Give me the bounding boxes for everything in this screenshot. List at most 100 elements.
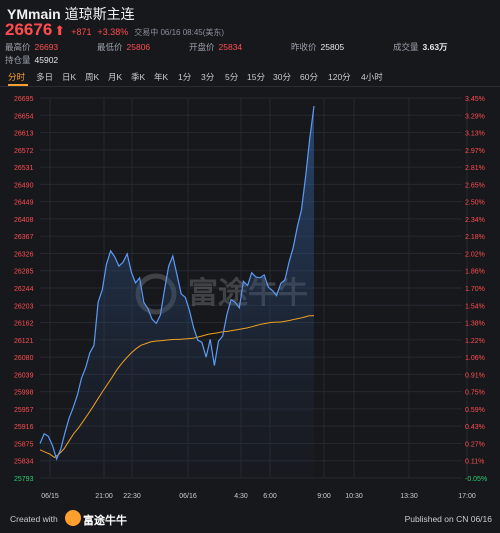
price-axis: 26695 26654 26613 26572 26531 26490 26449 26408… bbox=[14, 96, 34, 483]
x-tick-label: 06/15 bbox=[41, 493, 59, 500]
trading-status: 交易中 06/16 08:45(美东) bbox=[134, 28, 225, 37]
instrument-name: 道琼斯主连 bbox=[64, 6, 135, 22]
tab-weekly-k[interactable]: 周K bbox=[85, 72, 100, 82]
tab-4hour[interactable]: 4小时 bbox=[361, 72, 383, 82]
y-tick-label: 26367 bbox=[14, 234, 34, 241]
tab-1min[interactable]: 1分 bbox=[178, 72, 192, 82]
pct-tick-label: 2.18% bbox=[465, 234, 485, 241]
stat-value: 25806 bbox=[126, 42, 151, 52]
y-tick-label: 26613 bbox=[14, 131, 34, 138]
tab-daily-k[interactable]: 日K bbox=[62, 72, 77, 82]
percent-axis: 3.45% 3.29% 3.13% 2.97% 2.81% 2.65% 2.50% 2.34%… bbox=[465, 96, 487, 483]
tab-intraday[interactable]: 分时 bbox=[8, 72, 26, 82]
pct-tick-label: 1.70% bbox=[465, 286, 485, 293]
footer: Created with 富途牛牛 Published on CN 06/16 bbox=[0, 500, 500, 533]
published-label: Published on CN 06/16 bbox=[404, 514, 492, 524]
tab-120min[interactable]: 120分 bbox=[328, 72, 351, 82]
tab-yearly-k[interactable]: 年K bbox=[154, 72, 169, 82]
pct-tick-label: 0.59% bbox=[465, 407, 485, 414]
pct-tick-label: 0.75% bbox=[465, 390, 485, 397]
price-area bbox=[40, 106, 314, 478]
tab-60min[interactable]: 60分 bbox=[300, 72, 318, 82]
y-tick-label: 26490 bbox=[14, 182, 34, 189]
pct-tick-label: 1.54% bbox=[465, 303, 485, 310]
pct-tick-label: 0.43% bbox=[465, 424, 485, 431]
y-tick-label: 26203 bbox=[14, 303, 34, 310]
symbol: YMmain bbox=[7, 6, 61, 22]
x-tick-label: 22:30 bbox=[123, 493, 141, 500]
pct-tick-label: 1.38% bbox=[465, 321, 485, 328]
x-tick-label: 06/16 bbox=[179, 493, 197, 500]
pct-tick-label: 0.11% bbox=[465, 459, 484, 466]
stat-high: 最高价 26693 bbox=[5, 41, 58, 53]
pct-tick-label: 3.29% bbox=[465, 113, 485, 120]
pct-tick-label: 2.97% bbox=[465, 148, 485, 155]
pct-tick-label: 0.91% bbox=[465, 372, 485, 379]
y-tick-label: 26162 bbox=[14, 321, 34, 328]
stat-value: 26693 bbox=[34, 42, 59, 52]
y-tick-label: 26572 bbox=[14, 148, 34, 155]
stat-label: 开盘价 bbox=[189, 42, 215, 52]
stat-value: 25805 bbox=[320, 42, 345, 52]
brand-logo-icon bbox=[65, 510, 81, 526]
pct-tick-label: 0.27% bbox=[465, 441, 485, 448]
period-tabs: 分时 多日 日K 周K 月K 季K 年K 1分 3分 5分 15分 30分 60… bbox=[0, 68, 500, 87]
tab-15min[interactable]: 15分 bbox=[247, 72, 265, 82]
y-tick-label: 26326 bbox=[14, 251, 34, 258]
x-tick-label: 13:30 bbox=[400, 493, 418, 500]
pct-tick-label: 2.65% bbox=[465, 182, 485, 189]
tab-quarterly-k[interactable]: 季K bbox=[131, 72, 146, 82]
stat-volume: 成交量 3.63万 bbox=[393, 41, 448, 53]
stat-value: 3.63万 bbox=[422, 42, 448, 52]
stat-value: 25834 bbox=[218, 42, 243, 52]
x-tick-label: 17:00 bbox=[458, 493, 476, 500]
y-tick-label: 26695 bbox=[14, 96, 34, 103]
time-axis: 06/15 21:00 22:30 06/16 4:30 6:00 9:00 10:30 13:… bbox=[41, 493, 476, 500]
y-tick-label: 26449 bbox=[14, 200, 34, 207]
y-tick-label: 26039 bbox=[14, 372, 34, 379]
tab-3min[interactable]: 3分 bbox=[201, 72, 215, 82]
y-tick-label: 25957 bbox=[14, 407, 34, 414]
pct-tick-label: 3.45% bbox=[465, 96, 485, 103]
stat-label: 昨收价 bbox=[291, 42, 317, 52]
x-tick-label: 10:30 bbox=[345, 493, 363, 500]
stat-low: 最低价 25806 bbox=[97, 41, 150, 53]
price-line bbox=[39, 105, 315, 461]
tab-5min[interactable]: 5分 bbox=[225, 72, 239, 82]
y-tick-label: 25916 bbox=[14, 424, 34, 431]
stat-label: 最低价 bbox=[97, 42, 123, 52]
x-tick-label: 9:00 bbox=[317, 493, 331, 500]
pct-tick-label: 2.50% bbox=[465, 200, 485, 207]
stat-label: 成交量 bbox=[393, 42, 419, 52]
y-tick-label: 25998 bbox=[14, 390, 34, 397]
change-percent: +3.38% bbox=[97, 27, 129, 37]
intraday-chart[interactable]: 26695 26654 26613 26572 26531 26490 26449 26408… bbox=[0, 88, 500, 500]
created-with-label: Created with bbox=[10, 514, 58, 524]
stat-prev-close: 昨收价 25805 bbox=[291, 41, 344, 53]
tab-multiday[interactable]: 多日 bbox=[36, 72, 54, 82]
y-tick-label: 26080 bbox=[14, 355, 34, 362]
change-value: +871 bbox=[71, 27, 92, 37]
stat-value: 45902 bbox=[34, 55, 59, 65]
y-tick-label: 26121 bbox=[14, 338, 34, 345]
pct-tick-label: 2.02% bbox=[465, 251, 485, 258]
y-tick-label: 26654 bbox=[14, 113, 34, 120]
y-tick-label: 26531 bbox=[14, 165, 34, 172]
tab-30min[interactable]: 30分 bbox=[273, 72, 291, 82]
pct-tick-label: 3.13% bbox=[465, 131, 485, 138]
x-tick-label: 21:00 bbox=[95, 493, 113, 500]
pct-tick-label: -0.05% bbox=[465, 476, 487, 483]
active-tab-indicator bbox=[8, 84, 28, 86]
x-tick-label: 6:00 bbox=[263, 493, 277, 500]
pct-tick-label: 1.22% bbox=[465, 338, 485, 345]
y-tick-label: 25793 bbox=[14, 476, 34, 483]
up-arrow-icon: ⬆ bbox=[54, 23, 66, 38]
last-price: 26676 bbox=[5, 20, 53, 39]
stat-open: 开盘价 25834 bbox=[189, 41, 242, 53]
tab-monthly-k[interactable]: 月K bbox=[108, 72, 123, 82]
pct-tick-label: 1.06% bbox=[465, 355, 485, 362]
quote-row: 26676 ⬆ +871 +3.38% 交易中 06/16 08:45(美东) bbox=[5, 20, 225, 39]
y-tick-label: 26244 bbox=[14, 286, 34, 293]
pct-tick-label: 1.86% bbox=[465, 269, 485, 276]
brand-name: 富途牛牛 bbox=[83, 515, 127, 527]
